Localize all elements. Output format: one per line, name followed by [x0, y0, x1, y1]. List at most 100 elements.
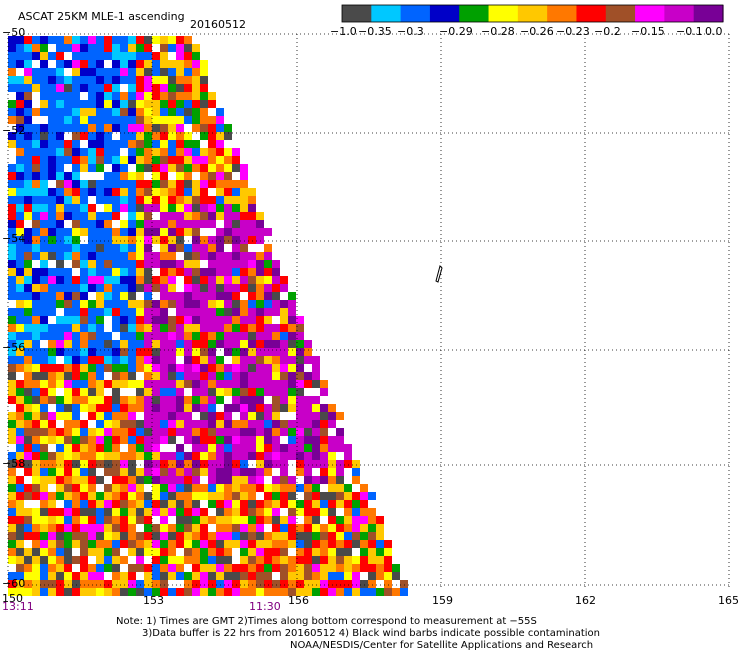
- swath-cell: [64, 548, 72, 556]
- swath-cell: [272, 340, 280, 348]
- swath-cell: [304, 412, 312, 420]
- swath-cell: [96, 476, 104, 484]
- swath-cell: [56, 164, 64, 172]
- swath-cell: [40, 476, 48, 484]
- swath-cell: [112, 188, 120, 196]
- map-date: 20160512: [190, 18, 246, 31]
- colorbar-swatch: [664, 5, 695, 22]
- swath-cell: [168, 204, 176, 212]
- swath-cell: [8, 404, 16, 412]
- swath-cell: [40, 524, 48, 532]
- swath-cell: [264, 540, 272, 548]
- swath-cell: [88, 364, 96, 372]
- swath-cell: [72, 492, 80, 500]
- swath-cell: [392, 572, 400, 580]
- swath-cell: [184, 68, 192, 76]
- swath-cell: [224, 460, 232, 468]
- swath-cell: [192, 540, 200, 548]
- swath-cell: [112, 332, 120, 340]
- swath-cell: [80, 316, 88, 324]
- swath-cell: [32, 412, 40, 420]
- swath-cell: [64, 396, 72, 404]
- swath-cell: [168, 556, 176, 564]
- swath-cell: [48, 564, 56, 572]
- swath-cell: [136, 132, 144, 140]
- swath-cell: [248, 524, 256, 532]
- swath-cell: [160, 332, 168, 340]
- swath-cell: [192, 572, 200, 580]
- swath-cell: [208, 396, 216, 404]
- swath-cell: [336, 484, 344, 492]
- swath-cell: [192, 44, 200, 52]
- swath-cell: [120, 252, 128, 260]
- swath-cell: [160, 212, 168, 220]
- swath-cell: [96, 204, 104, 212]
- swath-cell: [16, 444, 24, 452]
- swath-cell: [144, 84, 152, 92]
- footnote-line: NOAA/NESDIS/Center for Satellite Applica…: [290, 640, 594, 651]
- swath-cell: [288, 332, 296, 340]
- swath-cell: [96, 428, 104, 436]
- swath-cell: [184, 276, 192, 284]
- swath-cell: [216, 492, 224, 500]
- swath-cell: [144, 420, 152, 428]
- swath-cell: [224, 372, 232, 380]
- swath-cell: [24, 228, 32, 236]
- swath-cell: [232, 324, 240, 332]
- swath-cell: [152, 388, 160, 396]
- swath-cell: [104, 132, 112, 140]
- swath-cell: [216, 572, 224, 580]
- swath-cell: [344, 508, 352, 516]
- swath-cell: [224, 428, 232, 436]
- swath-cell: [184, 324, 192, 332]
- swath-cell: [336, 556, 344, 564]
- swath-cell: [216, 196, 224, 204]
- swath-cell: [240, 532, 248, 540]
- swath-cell: [200, 532, 208, 540]
- swath-cell: [192, 460, 200, 468]
- swath-cell: [200, 484, 208, 492]
- swath-cell: [192, 292, 200, 300]
- colorbar-tick-label: −0.3: [397, 25, 424, 38]
- swath-cell: [128, 524, 136, 532]
- swath-cell: [304, 356, 312, 364]
- swath-cell: [128, 212, 136, 220]
- swath-cell: [168, 460, 176, 468]
- swath-cell: [248, 428, 256, 436]
- swath-cell: [56, 420, 64, 428]
- swath-cell: [64, 444, 72, 452]
- swath-cell: [120, 124, 128, 132]
- swath-cell: [168, 500, 176, 508]
- swath-cell: [168, 52, 176, 60]
- swath-cell: [328, 564, 336, 572]
- swath-cell: [8, 364, 16, 372]
- swath-cell: [248, 348, 256, 356]
- swath-cell: [176, 444, 184, 452]
- swath-cell: [184, 500, 192, 508]
- swath-cell: [168, 36, 176, 44]
- swath-cell: [16, 260, 24, 268]
- swath-cell: [112, 148, 120, 156]
- swath-cell: [64, 148, 72, 156]
- swath-cell: [88, 524, 96, 532]
- swath-cell: [184, 84, 192, 92]
- swath-cell: [48, 556, 56, 564]
- swath-cell: [256, 476, 264, 484]
- swath-cell: [16, 284, 24, 292]
- swath-cell: [40, 508, 48, 516]
- swath-cell: [144, 164, 152, 172]
- swath-cell: [200, 92, 208, 100]
- swath-cell: [176, 236, 184, 244]
- swath-cell: [72, 124, 80, 132]
- swath-cell: [64, 500, 72, 508]
- swath-cell: [224, 332, 232, 340]
- swath-cell: [88, 508, 96, 516]
- swath-cell: [72, 188, 80, 196]
- swath-cell: [120, 564, 128, 572]
- swath-cell: [104, 108, 112, 116]
- swath-cell: [144, 268, 152, 276]
- swath-cell: [56, 116, 64, 124]
- swath-cell: [168, 388, 176, 396]
- swath-cell: [320, 580, 328, 588]
- swath-cell: [56, 540, 64, 548]
